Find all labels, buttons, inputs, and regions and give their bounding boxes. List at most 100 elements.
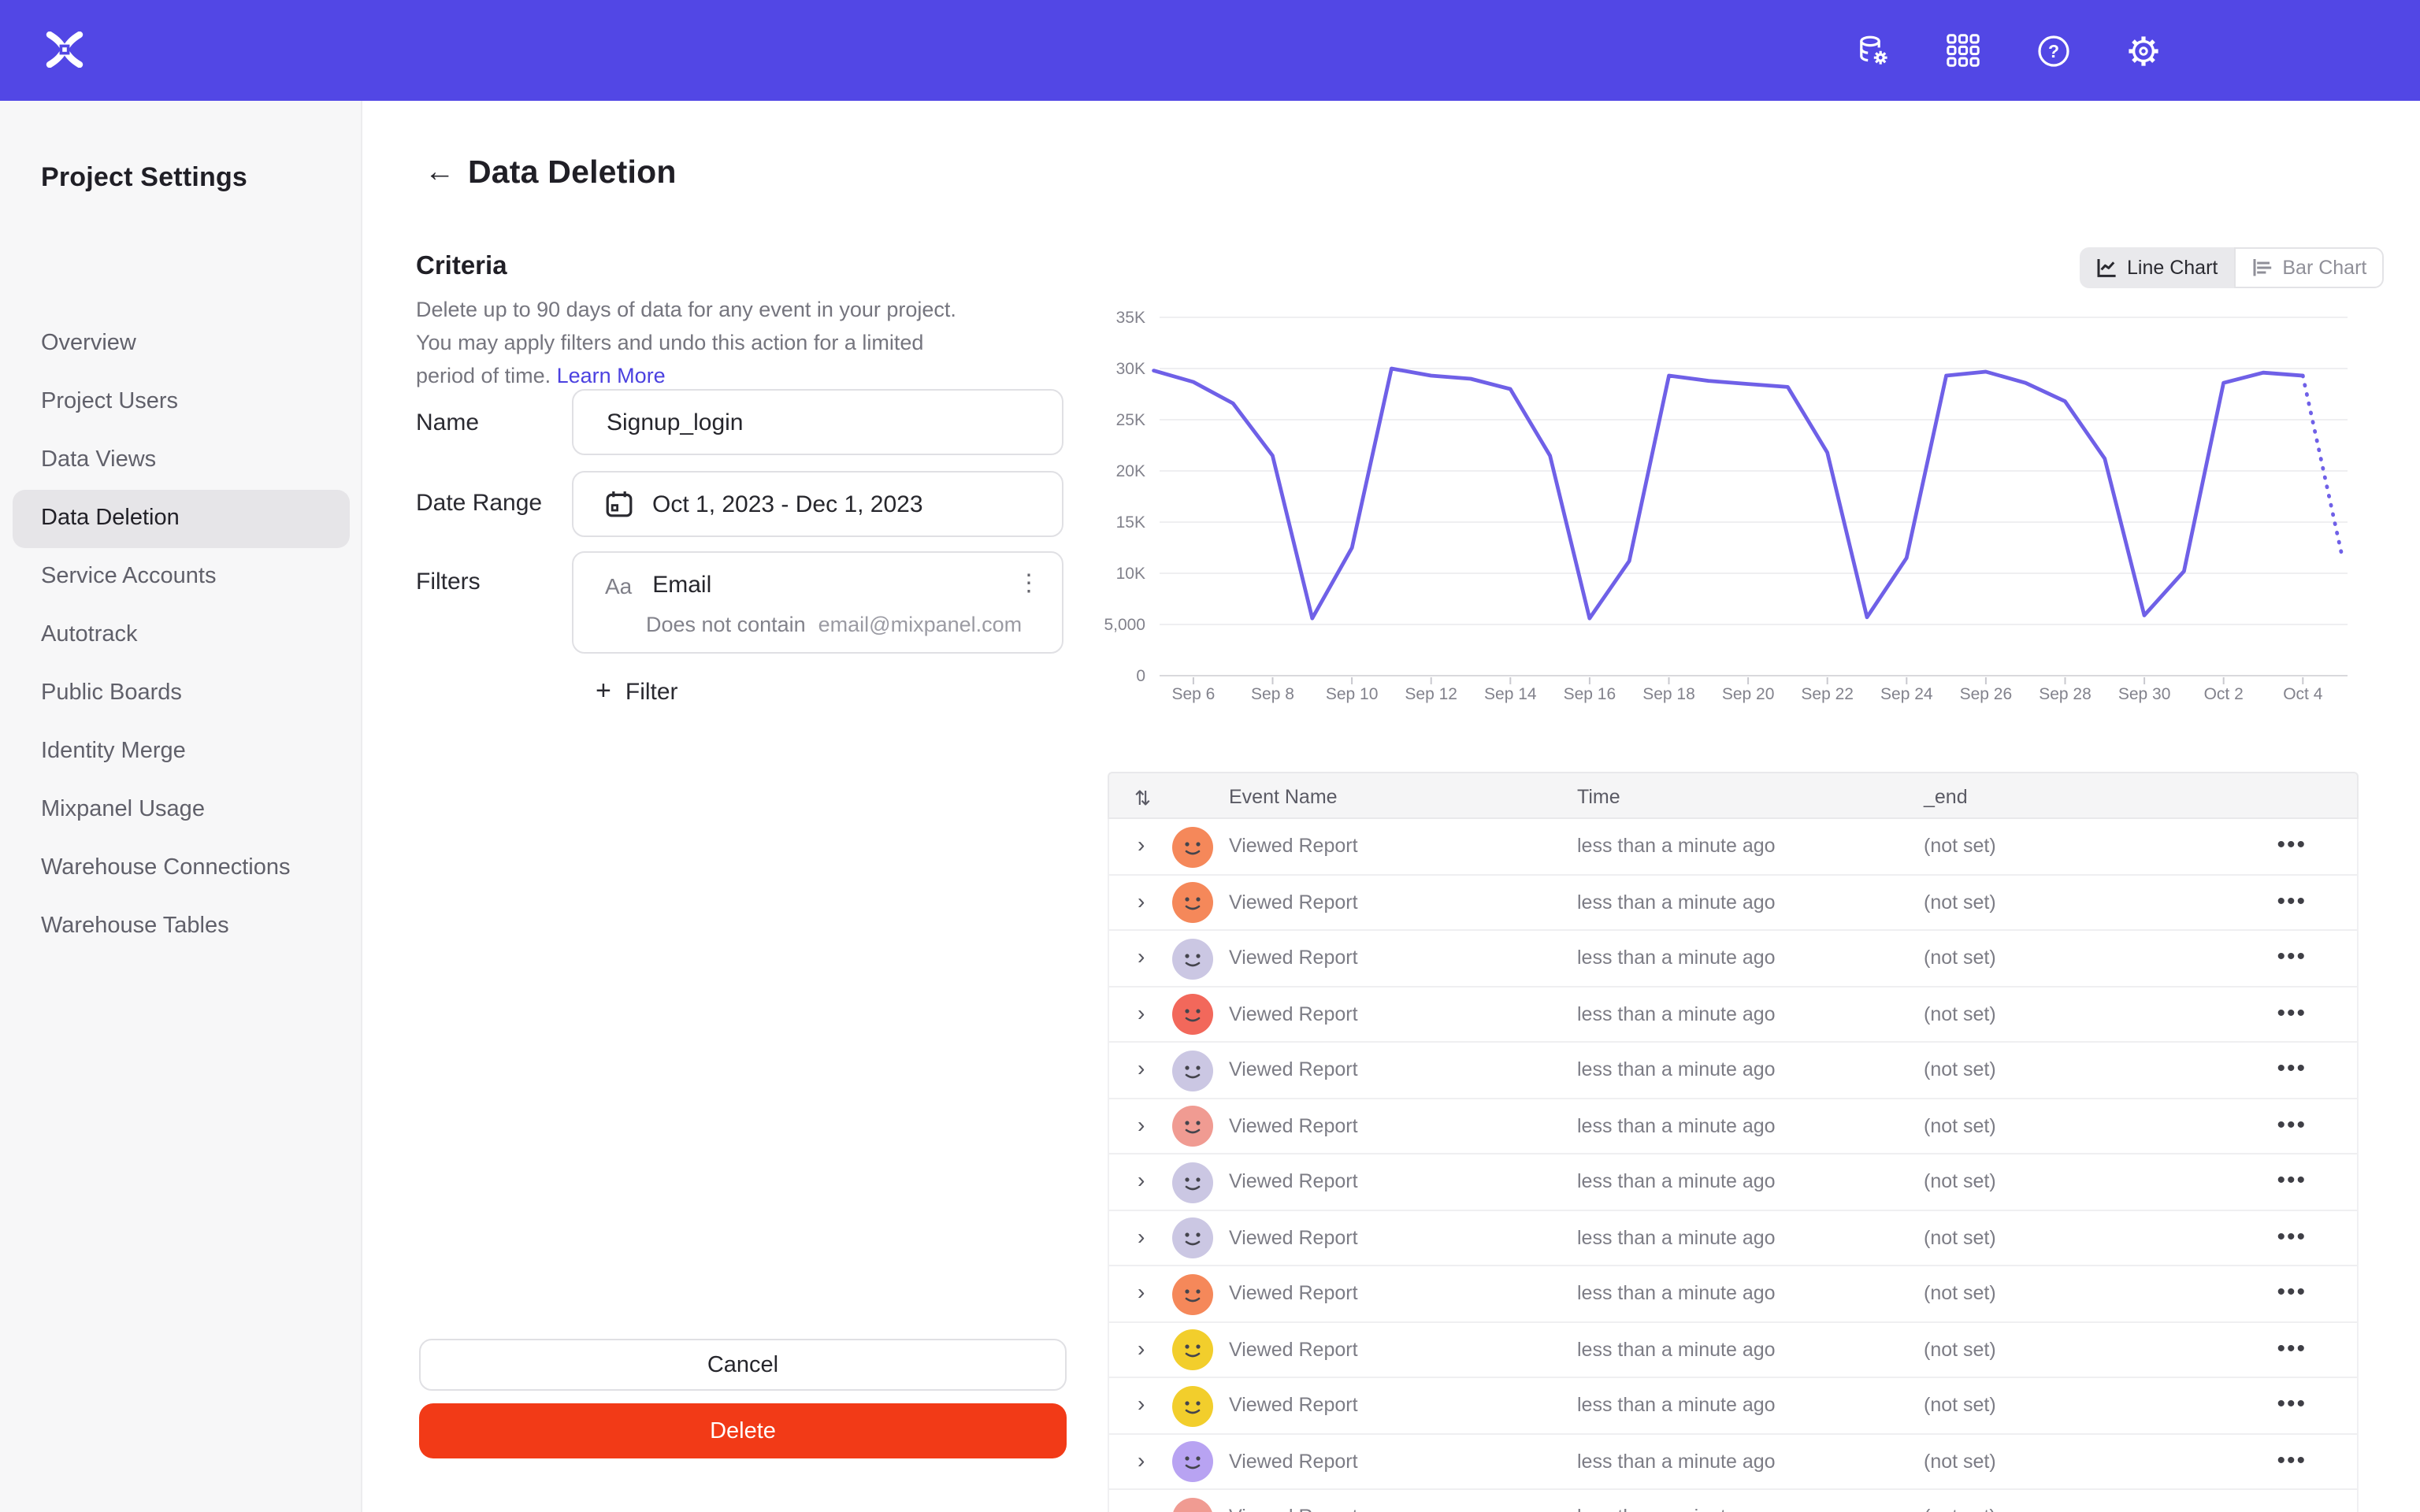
row-time: less than a minute ago <box>1577 947 1776 969</box>
data-settings-icon[interactable] <box>1845 22 1902 79</box>
date-range-label: Date Range <box>416 490 543 517</box>
row-actions-kebab-icon[interactable]: ••• <box>2277 888 2307 914</box>
row-actions-kebab-icon[interactable]: ••• <box>2277 1111 2307 1138</box>
row-event-name: Viewed Report <box>1229 1338 1358 1360</box>
add-filter-button[interactable]: + Filter <box>596 676 678 707</box>
row-expander-chevron-icon[interactable]: › <box>1138 999 1145 1025</box>
row-actions-kebab-icon[interactable]: ••• <box>2277 999 2307 1026</box>
table-row[interactable]: › Viewed Report less than a minute ago (not… <box>1109 819 2357 875</box>
row-actions-kebab-icon[interactable]: ••• <box>2277 1167 2307 1194</box>
sidebar-item-project-users[interactable]: Project Users <box>41 389 179 414</box>
chart-type-toggle: Line Chart Bar Chart <box>2080 247 2385 288</box>
date-range-picker[interactable]: Oct 1, 2023 - Dec 1, 2023 <box>572 471 1063 537</box>
sidebar-item-service-accounts[interactable]: Service Accounts <box>41 564 217 589</box>
avatar <box>1172 1329 1213 1370</box>
table-row[interactable]: › Viewed Report less than a minute ago (not… <box>1109 1154 2357 1210</box>
back-arrow-icon[interactable]: ← <box>425 156 455 189</box>
filter-kebab-icon[interactable]: ⋮ <box>1017 570 1041 597</box>
table-row[interactable]: › Viewed Report less than a minute ago (not… <box>1109 1266 2357 1322</box>
sidebar-item-overview[interactable]: Overview <box>41 331 136 356</box>
delete-button[interactable]: Delete <box>419 1403 1067 1458</box>
line-chart-tab[interactable]: Line Chart <box>2080 247 2234 288</box>
table-row[interactable]: › Viewed Report less than a minute ago (not… <box>1109 1322 2357 1378</box>
row-time: less than a minute ago <box>1577 1450 1776 1472</box>
table-row[interactable]: › Viewed Report less than a minute ago (not… <box>1109 987 2357 1043</box>
y-axis-tick-label: 35K <box>1116 309 1145 327</box>
row-expander-chevron-icon[interactable]: › <box>1138 1503 1145 1512</box>
sidebar-item-public-boards[interactable]: Public Boards <box>41 680 182 706</box>
table-row[interactable]: › Viewed Report less than a minute ago (not… <box>1109 875 2357 931</box>
table-row[interactable]: › Viewed Report less than a minute ago (not… <box>1109 1099 2357 1154</box>
row-expander-chevron-icon[interactable]: › <box>1138 943 1145 969</box>
bar-chart-tab[interactable]: Bar Chart <box>2233 247 2385 288</box>
row-actions-kebab-icon[interactable]: ••• <box>2277 943 2307 970</box>
avatar <box>1172 1273 1213 1314</box>
events-line-chart[interactable]: 0 5,000 10K 15K 20K 25K 30K 35K Sep 6 Sep 8 Sep 10… <box>1103 236 2395 728</box>
sidebar-item-mixpanel-usage[interactable]: Mixpanel Usage <box>41 797 205 822</box>
row-expander-chevron-icon[interactable]: › <box>1138 1167 1145 1192</box>
filter-condition-row[interactable]: Does not contain email@mixpanel.com <box>646 613 1022 636</box>
avatar <box>1172 1497 1213 1512</box>
name-input[interactable] <box>572 389 1063 455</box>
bar-chart-icon <box>2252 259 2271 276</box>
table-row[interactable]: › Viewed Report less than a minute ago (not… <box>1109 1490 2357 1512</box>
sidebar-item-autotrack[interactable]: Autotrack <box>41 622 138 647</box>
apps-grid-icon[interactable] <box>1935 22 1991 79</box>
row-expander-chevron-icon[interactable]: › <box>1138 1055 1145 1080</box>
row-actions-kebab-icon[interactable]: ••• <box>2277 832 2307 858</box>
row-event-name: Viewed Report <box>1229 1058 1358 1080</box>
sidebar-item-identity-merge[interactable]: Identity Merge <box>41 739 186 764</box>
row-actions-kebab-icon[interactable]: ••• <box>2277 1335 2307 1362</box>
sidebar-item-data-deletion[interactable]: Data Deletion <box>13 490 350 548</box>
table-row[interactable]: › Viewed Report less than a minute ago (not… <box>1109 1210 2357 1266</box>
row-expander-chevron-icon[interactable]: › <box>1138 1279 1145 1304</box>
avatar <box>1172 1050 1213 1091</box>
sidebar-item-warehouse-tables[interactable]: Warehouse Tables <box>41 914 229 939</box>
name-label: Name <box>416 410 480 436</box>
row-expander-chevron-icon[interactable]: › <box>1138 1335 1145 1360</box>
row-event-name: Viewed Report <box>1229 835 1358 857</box>
row-time: less than a minute ago <box>1577 1002 1776 1025</box>
row-end-value: (not set) <box>1924 1170 1996 1192</box>
y-axis-tick-label: 0 <box>1136 667 1145 685</box>
row-expander-chevron-icon[interactable]: › <box>1138 832 1145 857</box>
row-actions-kebab-icon[interactable]: ••• <box>2277 1279 2307 1306</box>
row-actions-kebab-icon[interactable]: ••• <box>2277 1447 2307 1473</box>
column-header-time[interactable]: Time <box>1577 786 1620 808</box>
row-actions-kebab-icon[interactable]: ••• <box>2277 1391 2307 1418</box>
x-axis-tick-label: Sep 30 <box>2118 685 2171 703</box>
row-expander-chevron-icon[interactable]: › <box>1138 1111 1145 1136</box>
column-header-end[interactable]: _end <box>1924 786 1968 808</box>
settings-gear-icon[interactable] <box>2114 22 2171 79</box>
mixpanel-logo[interactable] <box>46 32 84 68</box>
filter-card[interactable]: Aa Email ⋮ Does not contain email@mixpane… <box>572 551 1063 654</box>
help-icon[interactable]: ? <box>2025 22 2081 79</box>
cancel-button[interactable]: Cancel <box>419 1339 1067 1391</box>
row-expander-chevron-icon[interactable]: › <box>1138 888 1145 913</box>
filter-value: email@mixpanel.com <box>818 613 1023 636</box>
row-end-value: (not set) <box>1924 1450 1996 1472</box>
row-event-name: Viewed Report <box>1229 1506 1358 1512</box>
svg-text:?: ? <box>2047 40 2058 61</box>
table-row[interactable]: › Viewed Report less than a minute ago (not… <box>1109 1434 2357 1490</box>
row-actions-kebab-icon[interactable]: ••• <box>2277 1055 2307 1082</box>
x-axis-tick-label: Sep 18 <box>1642 685 1695 703</box>
learn-more-link[interactable]: Learn More <box>556 364 666 388</box>
row-expander-chevron-icon[interactable]: › <box>1138 1223 1145 1248</box>
row-actions-kebab-icon[interactable]: ••• <box>2277 1503 2307 1512</box>
column-header-event-name[interactable]: Event Name <box>1229 786 1338 808</box>
row-end-value: (not set) <box>1924 1058 1996 1080</box>
sidebar-item-warehouse-connections[interactable]: Warehouse Connections <box>41 855 291 880</box>
avatar <box>1172 1441 1213 1482</box>
row-actions-kebab-icon[interactable]: ••• <box>2277 1223 2307 1250</box>
table-row[interactable]: › Viewed Report less than a minute ago (not… <box>1109 1043 2357 1099</box>
table-row[interactable]: › Viewed Report less than a minute ago (not… <box>1109 931 2357 987</box>
sort-rows-icon[interactable]: ⇅ <box>1134 788 1151 810</box>
table-row[interactable]: › Viewed Report less than a minute ago (not… <box>1109 1378 2357 1434</box>
x-axis-tick-label: Sep 16 <box>1564 685 1616 703</box>
row-expander-chevron-icon[interactable]: › <box>1138 1391 1145 1416</box>
avatar <box>1172 826 1213 867</box>
row-end-value: (not set) <box>1924 1114 1996 1136</box>
row-expander-chevron-icon[interactable]: › <box>1138 1447 1145 1472</box>
sidebar-item-data-views[interactable]: Data Views <box>41 447 157 472</box>
